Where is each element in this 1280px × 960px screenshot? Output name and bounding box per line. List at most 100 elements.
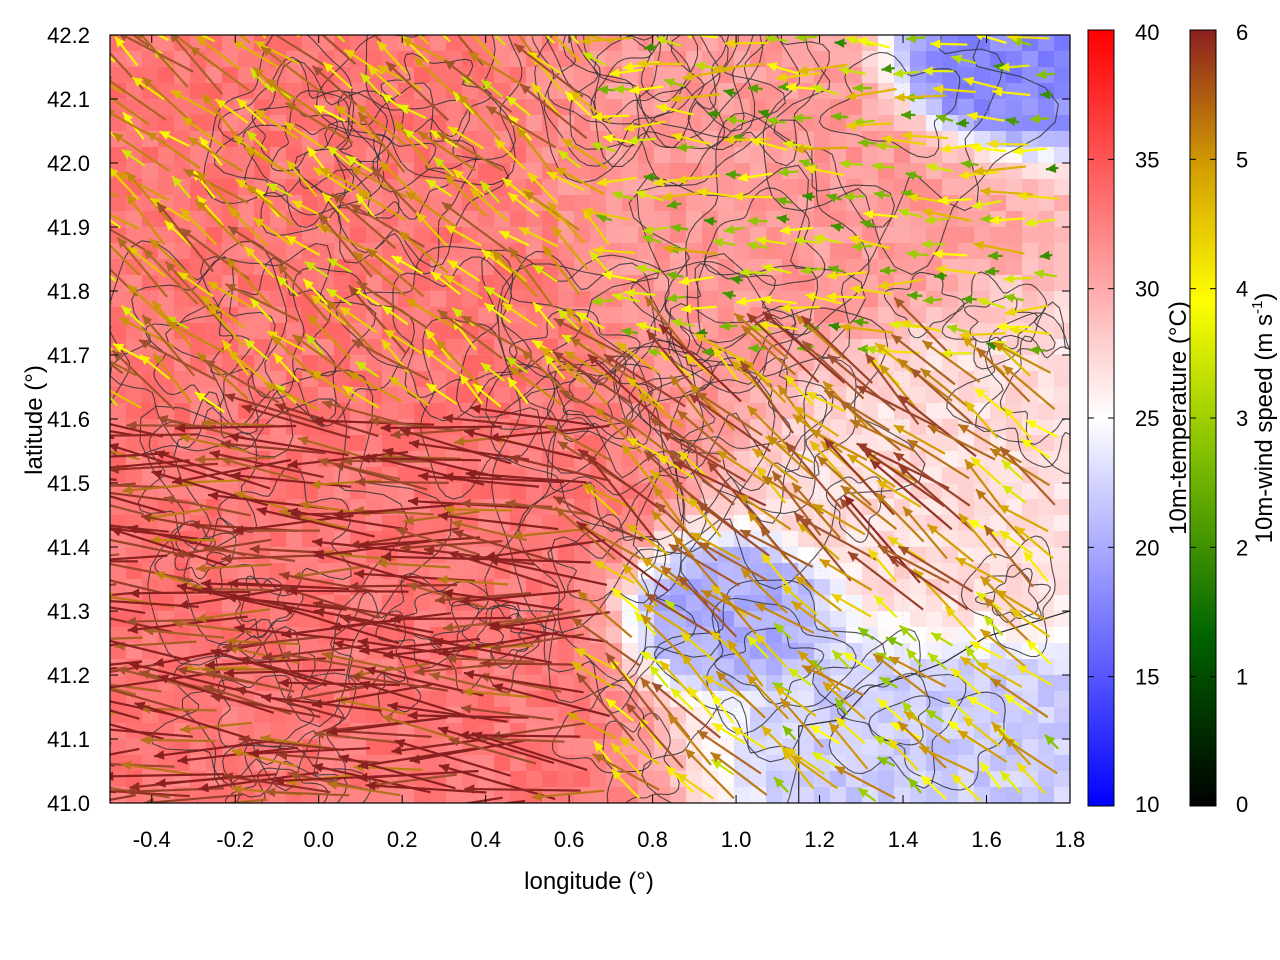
heatmap-cell — [334, 35, 351, 52]
heatmap-cell — [958, 35, 975, 52]
heatmap-cell — [638, 483, 655, 500]
heatmap-cell — [302, 387, 319, 404]
heatmap-cell — [558, 675, 575, 692]
heatmap-cell — [638, 499, 655, 516]
heatmap-cell — [430, 787, 447, 803]
y-tick-label: 41.0 — [47, 791, 90, 816]
heatmap-cell — [238, 499, 255, 516]
heatmap-cell — [638, 787, 655, 803]
heatmap-cell — [350, 739, 367, 756]
heatmap-cell — [302, 451, 319, 468]
heatmap-cell — [254, 563, 271, 580]
heatmap-cell — [158, 147, 175, 164]
heatmap-cell — [910, 611, 927, 628]
heatmap-cell — [334, 739, 351, 756]
heatmap-cell — [190, 67, 207, 84]
heatmap-cell — [286, 611, 303, 628]
heatmap-cell — [238, 51, 255, 68]
heatmap-cell — [542, 771, 559, 788]
y-tick-label: 41.6 — [47, 407, 90, 432]
x-tick-label: 0.0 — [303, 827, 334, 852]
heatmap-cell — [606, 163, 623, 180]
heatmap-cell — [1006, 707, 1023, 724]
heatmap-cell — [910, 115, 927, 132]
heatmap-cell — [206, 323, 223, 340]
heatmap-cell — [958, 227, 975, 244]
heatmap-cell — [478, 499, 495, 516]
heatmap-cell — [814, 211, 831, 228]
heatmap-cell — [542, 179, 559, 196]
heatmap-cell — [254, 339, 271, 356]
heatmap-cell — [190, 147, 207, 164]
heatmap-cell — [222, 755, 239, 772]
heatmap-cell — [766, 243, 783, 260]
heatmap-cell — [1022, 227, 1039, 244]
wind-arrow — [480, 35, 483, 36]
heatmap-cell — [174, 627, 191, 644]
heatmap-cell — [606, 307, 623, 324]
heatmap-cell — [302, 595, 319, 612]
heatmap-cell — [766, 787, 783, 803]
heatmap-cell — [318, 355, 335, 372]
heatmap-cell — [238, 723, 255, 740]
heatmap-cell — [190, 323, 207, 340]
heatmap-cell — [686, 35, 703, 52]
colorbar-tick-label: 4 — [1236, 277, 1248, 302]
heatmap-cell — [334, 371, 351, 388]
heatmap-cell — [894, 227, 911, 244]
heatmap-cell — [430, 259, 447, 276]
heatmap-cell — [654, 723, 671, 740]
heatmap-cell — [862, 99, 879, 116]
heatmap-cell — [110, 195, 127, 212]
heatmap-cell — [478, 259, 495, 276]
heatmap-cell — [462, 691, 479, 708]
temperature-colorbar-label: 10m-temperature (°C) — [1165, 301, 1192, 535]
heatmap-cell — [974, 323, 991, 340]
heatmap-cell — [366, 435, 383, 452]
heatmap-cell — [286, 211, 303, 228]
heatmap-cell — [686, 195, 703, 212]
heatmap-cell — [510, 787, 527, 803]
heatmap-cell — [1006, 467, 1023, 484]
heatmap-cell — [830, 787, 847, 803]
heatmap-cell — [462, 243, 479, 260]
heatmap-cell — [142, 387, 159, 404]
heatmap-cell — [238, 307, 255, 324]
heatmap-cell — [1054, 579, 1070, 596]
heatmap-cell — [1006, 387, 1023, 404]
heatmap-cell — [654, 147, 671, 164]
heatmap-cell — [334, 275, 351, 292]
heatmap-cell — [270, 163, 287, 180]
heatmap-cell — [174, 403, 191, 420]
heatmap-cell — [158, 67, 175, 84]
heatmap-cell — [590, 771, 607, 788]
heatmap-cell — [574, 563, 591, 580]
heatmap-cell — [558, 275, 575, 292]
heatmap-cell — [270, 531, 287, 548]
heatmap-cell — [270, 131, 287, 148]
heatmap-cell — [574, 739, 591, 756]
heatmap-cell — [814, 787, 831, 803]
heatmap-cell — [1054, 707, 1070, 724]
heatmap-cell — [1054, 67, 1070, 84]
heatmap-cell — [462, 387, 479, 404]
heatmap-cell — [430, 739, 447, 756]
x-tick-label: 1.0 — [721, 827, 752, 852]
heatmap-cell — [1022, 243, 1039, 260]
colorbar-tick-label: 10 — [1135, 792, 1159, 817]
heatmap-cell — [526, 147, 543, 164]
heatmap-cell — [494, 147, 511, 164]
heatmap-cell — [430, 291, 447, 308]
heatmap-cell — [590, 787, 607, 803]
heatmap-cell — [1054, 787, 1070, 803]
heatmap-cell — [1054, 371, 1070, 388]
heatmap-cell — [990, 307, 1007, 324]
heatmap-cell — [638, 515, 655, 532]
heatmap-cell — [366, 99, 383, 116]
heatmap-cell — [478, 131, 495, 148]
heatmap-cell — [798, 787, 815, 803]
heatmap-cell — [142, 115, 159, 132]
heatmap-cell — [606, 195, 623, 212]
heatmap-cell — [270, 67, 287, 84]
heatmap-cell — [1054, 659, 1070, 676]
